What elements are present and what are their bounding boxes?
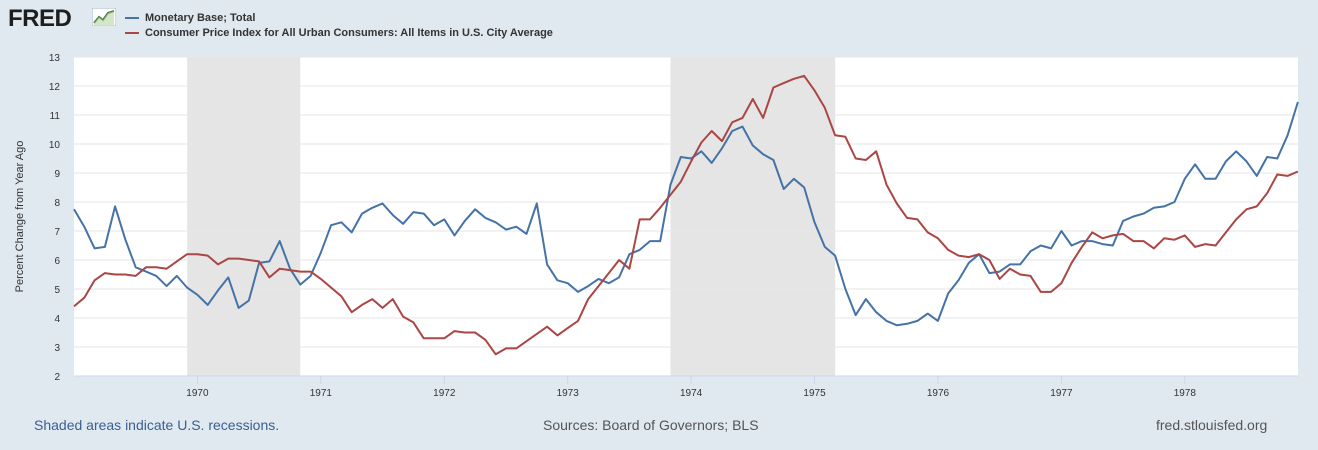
x-tick-label-1976: 1976: [927, 388, 950, 399]
legend-swatch-cpi: [125, 32, 139, 34]
y-axis: 2 3 4 5 6 7 8 9 10 11 12 13: [49, 53, 61, 383]
y-tick-label-2: 2: [54, 372, 60, 383]
x-tick-label-1970: 1970: [186, 388, 209, 399]
chart-header: FRED Monetary Base; Total Consumer Price…: [0, 0, 1318, 50]
y-tick-label-9: 9: [54, 169, 60, 180]
series-line-monetary-base[interactable]: [73, 101, 1299, 327]
fred-logo[interactable]: FRED: [8, 5, 72, 32]
x-axis: 1970 1971 1972 1973 1974 1975 1976 1977 1978: [74, 375, 1298, 399]
y-axis-label: Percent Change from Year Ago: [14, 141, 26, 293]
sources-text: Sources: Board of Governors; BLS: [543, 417, 759, 433]
series-lines: [73, 74, 1299, 356]
x-tick-label-1972: 1972: [433, 388, 456, 399]
x-tick-label-1975: 1975: [803, 388, 826, 399]
y-tick-label-7: 7: [54, 227, 60, 238]
y-tick-label-8: 8: [54, 198, 60, 209]
y-tick-label-12: 12: [49, 82, 61, 93]
x-tick-label-1971: 1971: [310, 388, 333, 399]
y-tick-label-13: 13: [49, 53, 61, 64]
legend-swatch-monetary-base: [125, 17, 139, 19]
series-line-cpi[interactable]: [73, 74, 1299, 356]
recession-band-2: [670, 57, 836, 376]
y-tick-label-5: 5: [54, 285, 60, 296]
legend-item-cpi[interactable]: Consumer Price Index for All Urban Consu…: [125, 26, 553, 40]
recession-bands: [187, 57, 836, 376]
y-tick-label-11: 11: [50, 111, 61, 122]
y-tick-label-10: 10: [49, 140, 61, 151]
y-tick-label-4: 4: [54, 314, 60, 325]
y-tick-label-6: 6: [54, 256, 60, 267]
site-link[interactable]: fred.stlouisfed.org: [1156, 417, 1268, 433]
legend-label-cpi: Consumer Price Index for All Urban Consu…: [145, 27, 553, 39]
recession-note: Shaded areas indicate U.S. recessions.: [34, 417, 280, 433]
legend-item-monetary-base[interactable]: Monetary Base; Total: [125, 11, 255, 25]
y-tick-label-3: 3: [54, 343, 60, 354]
recession-band-1: [187, 57, 301, 376]
x-tick-label-1974: 1974: [680, 388, 703, 399]
trend-graph-icon: [92, 8, 116, 26]
x-tick-label-1977: 1977: [1050, 388, 1073, 399]
x-tick-label-1978: 1978: [1174, 388, 1197, 399]
legend-label-monetary-base: Monetary Base; Total: [145, 12, 256, 24]
x-tick-label-1973: 1973: [557, 388, 580, 399]
